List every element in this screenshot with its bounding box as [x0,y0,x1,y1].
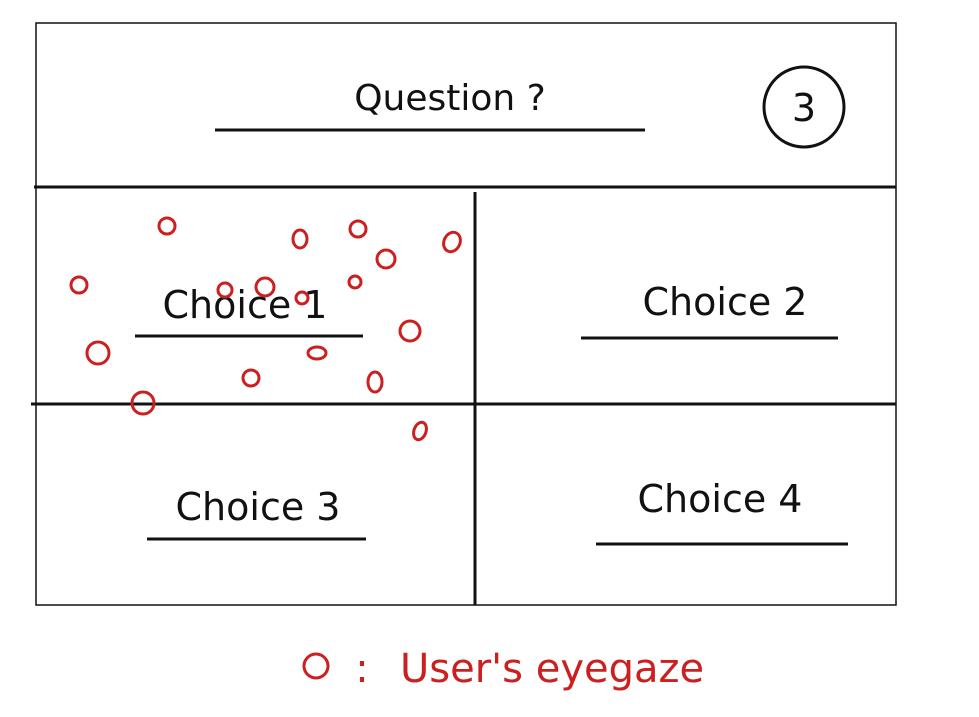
question-number-circle [762,65,846,149]
gaze-points [69,216,462,442]
gaze-point [241,368,261,388]
gaze-point [294,290,310,306]
legend: : User's eyegaze [302,646,704,692]
gaze-point [254,276,276,298]
gaze-point [85,340,111,366]
question-text: Question ? [354,78,546,119]
gaze-point [348,219,368,239]
choice-2[interactable]: Choice 2 [581,280,838,340]
choice-2-label: Choice 2 [643,280,808,324]
gaze-point [442,230,462,254]
gaze-point [306,345,328,361]
outer-frame [35,22,897,606]
gaze-point [412,420,428,442]
gaze-point [157,216,177,236]
gaze-point [347,274,363,290]
legend-separator: : [355,646,368,692]
question-number: 3 [792,86,816,130]
choice-3-label: Choice 3 [176,485,341,529]
gaze-point [366,370,384,394]
gaze-point [375,248,397,270]
gaze-point [130,390,156,416]
choice-3[interactable]: Choice 3 [147,485,366,541]
choice-4-label: Choice 4 [638,477,803,521]
gaze-point [216,281,234,299]
choice-4[interactable]: Choice 4 [596,477,848,546]
legend-gaze-symbol [302,652,330,680]
gaze-point [69,275,89,295]
gaze-point [398,319,422,343]
legend-label: User's eyegaze [400,646,704,692]
gaze-point [291,228,309,250]
choice-1[interactable]: Choice 1 [135,283,363,338]
